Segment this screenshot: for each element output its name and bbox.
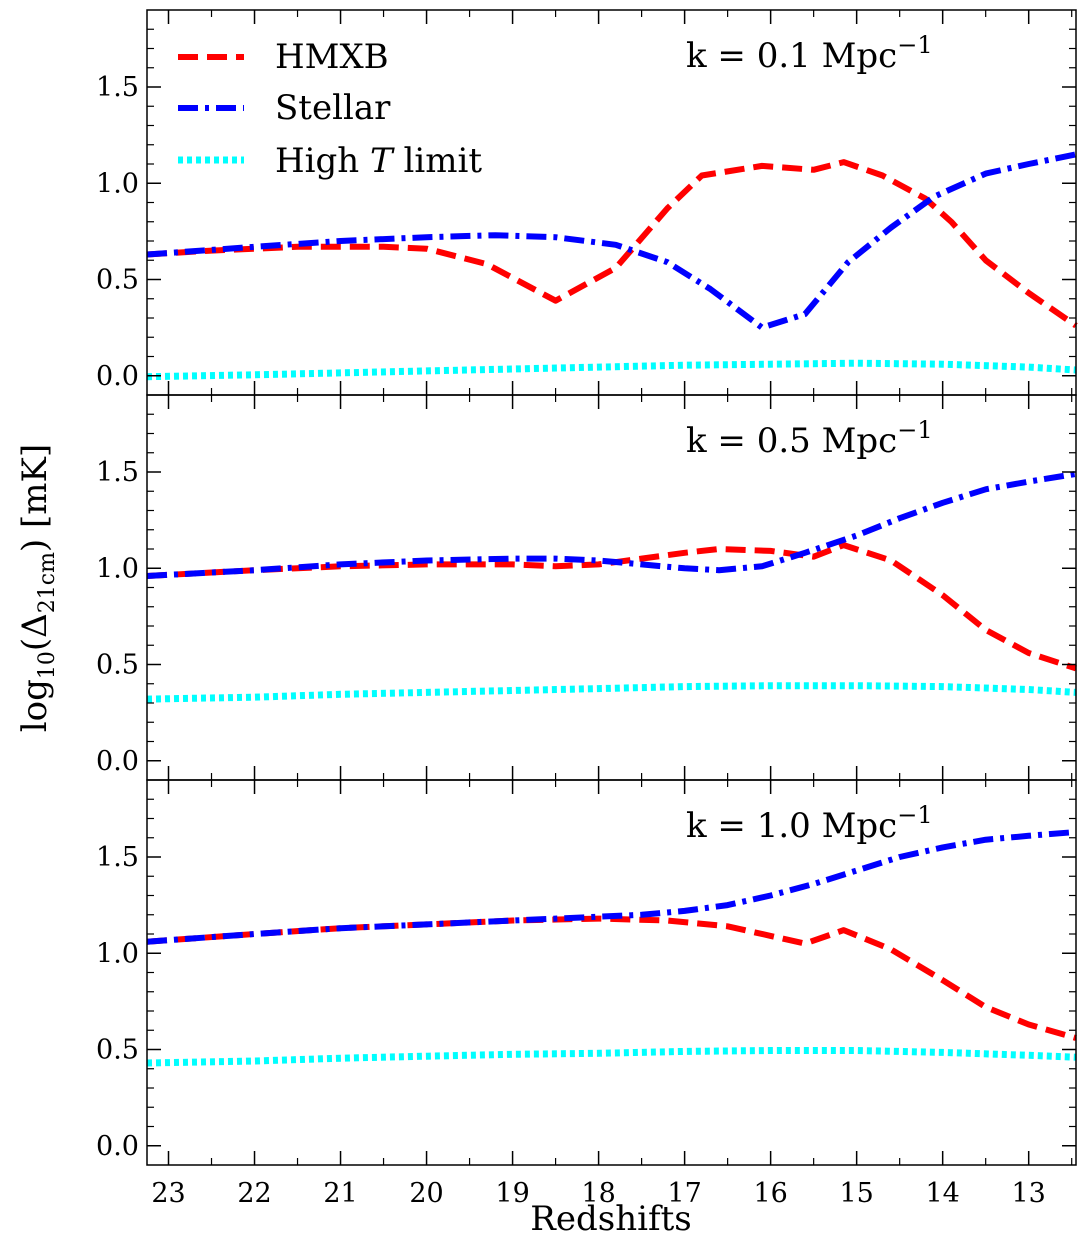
x-tick-label: 23 [151,1178,185,1209]
legend: HMXB Stellar High T limit [178,37,482,181]
legend-label-high-t-limit: High T limit [275,141,482,181]
y-tick-label: 1.5 [96,842,139,873]
y-tick-label: 1.0 [96,938,139,969]
panel-label: k = 0.1 Mpc−1 [686,31,933,76]
axes-frame [146,394,1077,781]
y-tick-label: 1.5 [96,457,139,488]
legend-label-hmxb: HMXB [275,37,389,77]
series-line-high-t-limit-panel-3 [146,1047,1077,1067]
y-tick-label: 0.5 [96,1035,139,1066]
x-tick-label: 16 [753,1178,787,1209]
x-tick-label: 22 [237,1178,271,1209]
y-tick-label: 0.5 [96,650,139,681]
series-line-stellar-panel-3 [146,829,1077,945]
x-tick-label: 13 [1012,1178,1046,1209]
series-line-high-t-limit-panel-1 [146,359,1077,381]
y-axis-title: log10(Δ21cm) [mK] [15,444,60,732]
y-tick-label: 0.0 [96,746,139,777]
series-line-high-t-limit-panel-2 [146,682,1077,703]
axes-frame [146,779,1077,1166]
panel-1: 0.0 0.5 1.0 1.5 k = 0.1 Mpc−1 [96,9,1078,396]
series-line-stellar-panel-1 [146,151,1077,331]
x-tick-label: 21 [323,1178,357,1209]
x-tick-label: 18 [581,1178,615,1209]
y-tick-label: 1.0 [96,553,139,584]
y-tick-label: 0.5 [96,265,139,296]
series-line-hmxb-panel-1 [146,159,1078,329]
y-tick-label: 0.0 [96,1131,139,1162]
y-tick-label: 1.0 [96,168,139,199]
x-tick-label: 19 [495,1178,529,1209]
series-line-stellar-panel-2 [146,470,1077,579]
x-tick-label: 20 [409,1178,443,1209]
y-tick-label: 1.5 [96,72,139,103]
x-tick-label: 14 [925,1178,959,1209]
y-tick-label: 0.0 [96,361,139,392]
legend-label-stellar: Stellar [275,88,391,128]
panel-label: k = 1.0 Mpc−1 [686,801,933,846]
panel-label: k = 0.5 Mpc−1 [686,416,933,461]
x-axis-title: Redshifts [530,1199,691,1239]
series-line-hmxb-panel-3 [146,915,1077,1041]
panel-2: 0.0 0.5 1.0 1.5 k = 0.5 Mpc−1 [96,394,1077,781]
x-tick-label: 17 [667,1178,701,1209]
panel-3: 0.0 0.5 1.0 1.5 k = 1.0 Mpc−1 [96,779,1077,1166]
series-line-hmxb-panel-2 [146,542,1077,672]
x-tick-label: 15 [839,1178,873,1209]
